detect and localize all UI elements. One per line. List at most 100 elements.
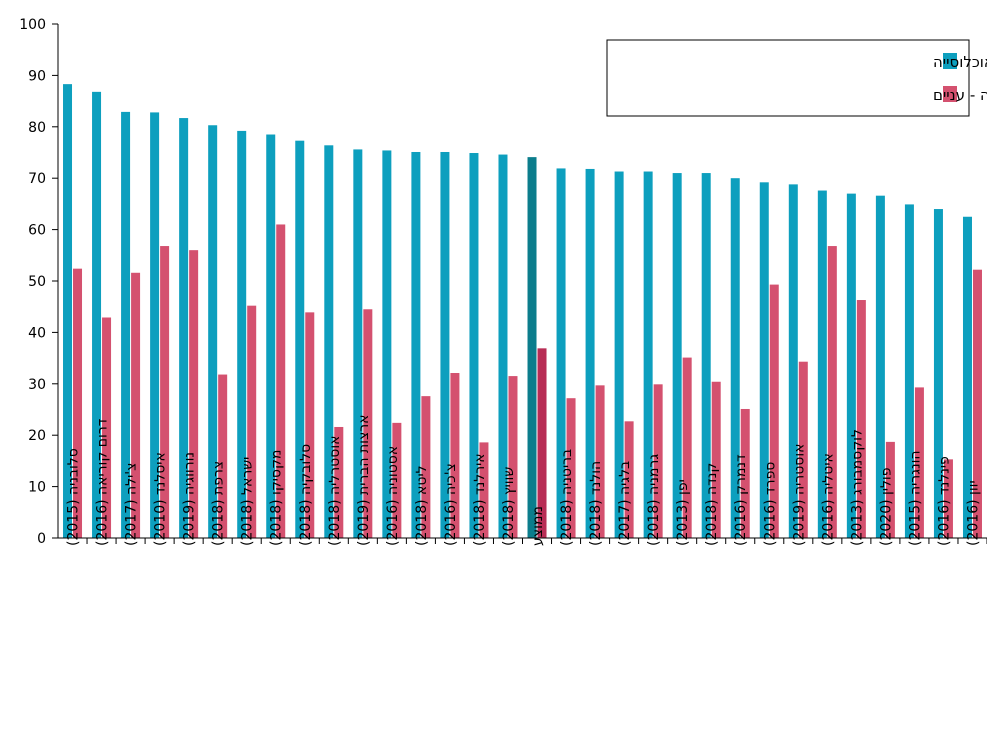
x-tick-label: יוון (2016) (965, 480, 981, 546)
bar-poor (218, 374, 228, 538)
legend: ההכנסה מעבודה - כלל האוכלוסייה ההכנסה מע… (606, 39, 987, 117)
bar-poor (537, 348, 547, 538)
x-tick-label: יפן (2013) (675, 479, 691, 546)
bar-all-population (208, 125, 218, 539)
bar-all-population (875, 195, 885, 538)
x-tick-label: אוסטרליה (2018) (327, 436, 343, 547)
bar-poor (711, 381, 721, 538)
bar-poor (479, 442, 489, 538)
y-tick-label: 100 (19, 17, 46, 33)
x-tick-label: סלובניה (2015) (66, 448, 82, 546)
x-tick-label: גרמניה (2018) (646, 454, 662, 546)
x-tick-label: סלובקיה (2018) (298, 444, 314, 546)
bar-all-population (527, 157, 537, 538)
x-tick-label: פינלנד (2016) (936, 456, 952, 546)
y-tick-label: 20 (28, 428, 46, 444)
x-tick-label: צרפת (2018) (211, 461, 227, 546)
bar-poor (624, 421, 634, 538)
x-tick-label: צ'כיה (2016) (443, 463, 459, 546)
y-tick-label: 90 (28, 68, 46, 84)
bar-all-population (179, 118, 189, 538)
x-tick-label: ממוצע (530, 506, 546, 546)
bar-poor (653, 384, 663, 538)
bar-all-population (730, 178, 740, 538)
bar-all-population (701, 173, 711, 538)
bar-poor (943, 459, 953, 538)
x-tick-label: אירלנד (2018) (472, 453, 488, 546)
bar-all-population (324, 145, 334, 538)
bar-all-population (846, 193, 856, 538)
bar-poor (798, 361, 808, 538)
legend-box (606, 39, 970, 117)
x-tick-label: דנמרק (2016) (733, 454, 749, 546)
x-tick-label: ישראל (2018) (240, 457, 256, 546)
legend-swatch-all-population (943, 53, 957, 69)
bar-poor (189, 250, 199, 538)
legend-label-poor: ההכנסה מעבודה - עניים (933, 86, 987, 104)
x-axis: סלובניה (2015) דרום קוריאה (2016) צ'ילה (2… (58, 414, 987, 546)
bar-all-population (266, 134, 276, 538)
y-tick-label: 30 (28, 377, 46, 393)
bar-all-population (411, 151, 421, 538)
bar-poor (131, 272, 141, 538)
x-tick-label: אסטוניה (2016) (385, 446, 401, 546)
y-axis: 0 10 20 30 40 50 60 70 80 90 100 (19, 17, 59, 547)
bar-poor (102, 317, 112, 538)
y-tick-label: 60 (28, 223, 46, 239)
x-tick-label: קנדה (2018) (704, 463, 720, 546)
bar-poor (972, 269, 982, 538)
bar-poor (392, 422, 402, 538)
bar-poor (595, 385, 605, 538)
legend-swatch-poor (943, 86, 957, 102)
bar-all-population (933, 209, 943, 539)
x-tick-label: שוויץ (2018) (501, 467, 517, 546)
bar-poor (827, 246, 837, 538)
legend-label-all-population: ההכנסה מעבודה - כלל האוכלוסייה (933, 53, 987, 71)
bar-poor (421, 396, 431, 538)
bar-poor (450, 373, 460, 538)
bar-poor (769, 284, 779, 538)
y-tick-label: 80 (28, 120, 46, 136)
bar-all-population (672, 173, 682, 538)
bar-poor (740, 408, 750, 538)
bars (63, 84, 982, 539)
bar-poor (160, 246, 170, 538)
bar-poor (363, 309, 373, 538)
x-tick-label: הולנד (2018) (588, 461, 604, 546)
x-tick-label: אוסטריה (2019) (791, 443, 807, 546)
x-tick-label: דרום קוריאה (2016) (95, 418, 111, 546)
bar-poor (73, 268, 83, 538)
bar-all-population (382, 150, 392, 538)
bar-all-population (295, 140, 305, 539)
bar-poor (247, 305, 257, 538)
bar-poor (566, 398, 576, 538)
bar-poor (334, 426, 344, 538)
bar-poor (682, 357, 692, 538)
bar-all-population (63, 84, 73, 538)
bar-all-population (643, 171, 653, 538)
bar-poor (305, 312, 315, 538)
x-tick-label: מקסיקו (2018) (269, 450, 285, 546)
bar-poor (276, 224, 286, 538)
y-tick-label: 10 (28, 480, 46, 496)
bar-all-population (788, 184, 798, 539)
x-tick-label: בריטניה (2018) (559, 449, 575, 546)
bar-all-population (353, 149, 363, 538)
bar-poor (508, 376, 518, 538)
bar-all-population (759, 182, 769, 538)
bar-all-population (498, 154, 508, 538)
x-tick-label: לוקסמבורג (2013) (849, 429, 865, 546)
x-tick-label: איסלנד (2010) (153, 452, 169, 546)
x-tick-label: נורווגיה (2019) (182, 452, 198, 546)
bar-all-population (237, 130, 247, 539)
bar-all-population (469, 153, 479, 539)
bar-all-population (817, 190, 827, 538)
x-tick-label: בלגיה (2017) (617, 461, 633, 546)
bar-all-population (440, 151, 450, 538)
bar-all-population (614, 171, 624, 538)
y-tick-label: 50 (28, 274, 46, 290)
x-tick-label: צ'ילה (2017) (124, 463, 140, 546)
y-tick-label: 70 (28, 171, 46, 187)
y-tick-label: 0 (37, 531, 46, 547)
bar-all-population (962, 216, 972, 538)
